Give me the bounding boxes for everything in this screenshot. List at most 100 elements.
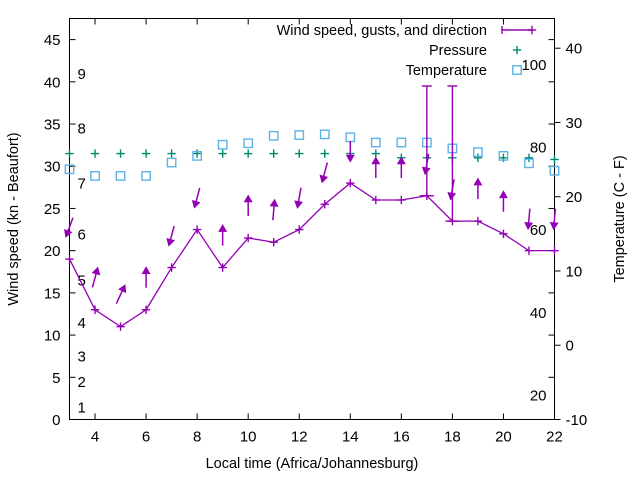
temperature-point — [166, 157, 177, 168]
x-tick-label: 22 — [546, 429, 563, 446]
wind-direction-arrow — [524, 208, 534, 231]
beaufort-scale-labels: 1 2 3 4 5 6 7 8 9 — [78, 66, 86, 416]
wind-speed-point — [448, 216, 457, 226]
legend-label-1: Pressure — [429, 43, 487, 59]
y-axis-title: Wind speed (kn - Beaufort) — [6, 132, 22, 305]
wind-direction-arrow — [115, 284, 127, 305]
wind-direction-arrow — [319, 162, 329, 184]
y-tick-label: 0 — [52, 412, 60, 429]
x-axis-ticks: 4 6 8 10 12 14 16 18 20 22 — [69, 18, 563, 446]
x-axis-title: Local time (Africa/Johannesburg) — [206, 456, 419, 472]
fahrenheit-label: 100 — [521, 57, 546, 74]
wind-direction-arrow — [191, 187, 201, 209]
y-tick-label: 5 — [52, 370, 60, 387]
wind-direction-arrow — [243, 194, 253, 216]
wind-speed-point — [167, 263, 176, 272]
wind-direction-arrow — [218, 224, 228, 246]
pressure-point — [167, 149, 176, 158]
temperature-point — [524, 158, 534, 169]
temperature-point — [498, 150, 509, 161]
fahrenheit-scale-labels: 20 40 60 80 100 — [521, 57, 546, 404]
y-tick-label: 45 — [44, 32, 61, 49]
y2-tick-label: 20 — [566, 189, 583, 206]
wind-speed-point — [218, 263, 227, 272]
pressure-point — [269, 149, 278, 158]
temperature-point — [90, 171, 100, 181]
pressure-point — [371, 149, 381, 158]
pressure-point — [550, 155, 559, 164]
legend-marker-wind — [527, 25, 537, 35]
y2-axis-title: Temperature (C - F) — [612, 155, 628, 282]
temperature-series — [64, 129, 560, 181]
pressure-point — [473, 153, 483, 162]
wind-speed-point — [243, 233, 253, 243]
wind-speed-point — [192, 225, 202, 234]
beaufort-label: 5 — [78, 273, 86, 290]
wind-direction-arrow — [549, 208, 559, 231]
wind-direction-arrow — [294, 187, 303, 209]
legend-label-2: Temperature — [406, 63, 487, 79]
temperature-point — [141, 171, 151, 181]
temperature-point — [64, 164, 75, 175]
beaufort-label: 8 — [78, 121, 86, 138]
y-tick-label: 20 — [44, 243, 61, 260]
pressure-point — [524, 153, 534, 162]
y-tick-label: 40 — [44, 74, 61, 91]
wind-speed-point — [116, 322, 125, 331]
wind-speed-series — [65, 178, 559, 331]
wind-direction-arrow — [166, 225, 175, 247]
wind-speed-point — [524, 246, 534, 255]
temperature-point — [396, 137, 407, 148]
wind-speed-point — [499, 229, 508, 238]
beaufort-label: 2 — [78, 374, 86, 391]
pressure-point — [218, 149, 227, 158]
legend-label-0: Wind speed, gusts, and direction — [277, 23, 487, 39]
y2-tick-label: -10 — [566, 412, 588, 429]
wind-speed-line — [68, 182, 555, 328]
temperature-point — [268, 130, 279, 141]
x-tick-label: 4 — [91, 429, 99, 446]
pressure-point — [141, 149, 151, 158]
y-tick-label: 35 — [44, 117, 61, 134]
y-tick-label: 30 — [44, 159, 61, 176]
pressure-series — [65, 149, 559, 164]
wind-direction-arrow — [396, 156, 406, 179]
temperature-point — [115, 171, 126, 181]
wind-speed-point — [295, 225, 304, 234]
temperature-point — [192, 150, 203, 161]
wind-speed-point — [90, 305, 100, 314]
temperature-point — [294, 130, 305, 140]
y-tick-label: 25 — [44, 201, 61, 218]
x-tick-label: 10 — [240, 429, 257, 446]
wind-direction-arrow — [371, 156, 381, 179]
y2-tick-label: 0 — [566, 338, 574, 355]
fahrenheit-label: 60 — [530, 222, 547, 239]
x-tick-label: 12 — [291, 429, 308, 446]
wind-speed-point — [422, 191, 432, 200]
wind-direction-arrow — [447, 179, 457, 201]
beaufort-label: 7 — [78, 176, 86, 193]
y2-axis-ticks: -10 0 10 20 30 40 — [554, 41, 588, 429]
wind-speed-point — [320, 200, 329, 209]
x-tick-label: 20 — [495, 429, 512, 446]
pressure-point — [320, 149, 329, 158]
wind-direction-arrow — [498, 190, 508, 212]
y2-tick-label: 40 — [566, 41, 583, 58]
y-tick-label: 10 — [44, 328, 61, 345]
beaufort-label: 9 — [78, 66, 86, 83]
wind-speed-point — [65, 254, 74, 264]
temperature-point — [549, 165, 560, 176]
y-tick-label: 15 — [44, 285, 61, 302]
y2-tick-label: 10 — [566, 263, 583, 280]
temperature-point — [243, 138, 254, 149]
fahrenheit-label: 40 — [530, 305, 547, 322]
beaufort-label: 6 — [78, 226, 86, 243]
wind-direction-arrow — [64, 217, 74, 238]
legend-marker-temperature — [512, 65, 522, 75]
wind-speed-point — [397, 195, 406, 205]
wind-direction-arrow — [345, 141, 355, 163]
wind-direction-arrow — [141, 266, 151, 288]
